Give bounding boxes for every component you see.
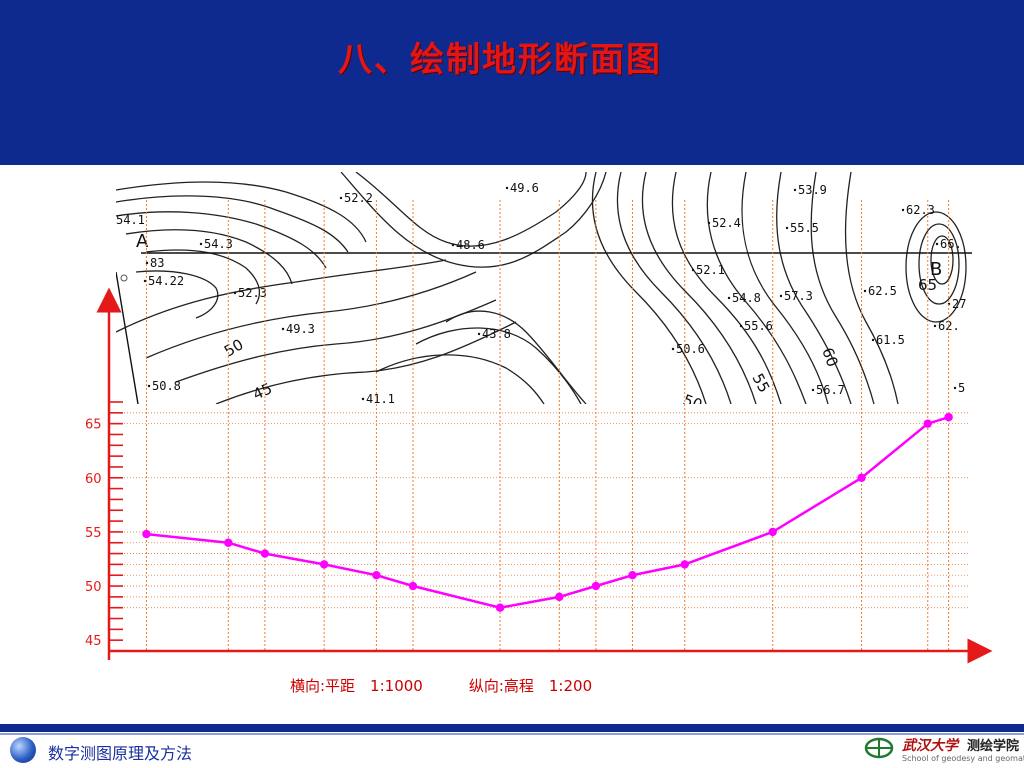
department-name: 测绘学院	[967, 735, 1019, 754]
profile-point	[496, 603, 504, 611]
horizontal-scale: 横向:平距 1:1000	[290, 677, 423, 695]
profile-line	[147, 417, 949, 608]
school-english-name: School of geodesy and geomatics	[902, 754, 1024, 763]
y-tick-label: 50	[85, 580, 102, 595]
profile-point	[628, 571, 636, 579]
school-logo: 武汉大学 测绘学院 School of geodesy and geomatic…	[864, 734, 1020, 766]
profile-point	[261, 549, 269, 557]
profile-point	[224, 539, 232, 547]
y-tick-label: 45	[85, 634, 102, 649]
y-tick-label: 55	[85, 526, 102, 541]
profile-point	[769, 528, 777, 536]
profile-point	[372, 571, 380, 579]
profile-point	[592, 582, 600, 590]
profile-point	[944, 413, 952, 421]
profile-point	[409, 582, 417, 590]
school-name: 武汉大学	[902, 735, 958, 755]
profile-point	[555, 593, 563, 601]
profile-point	[681, 560, 689, 568]
profile-chart: 45 50 55 60 65	[0, 0, 1024, 700]
y-tick-label: 65	[85, 418, 102, 433]
course-name: 数字测图原理及方法	[48, 740, 192, 764]
y-tick-label: 60	[85, 472, 102, 487]
profile-point	[320, 560, 328, 568]
footer-bar	[0, 724, 1024, 732]
profile-point	[142, 530, 150, 538]
scale-note: 横向:平距 1:1000 纵向:高程 1:200	[290, 675, 638, 696]
profile-point	[857, 474, 865, 482]
globe-icon	[10, 737, 36, 763]
vertical-scale: 纵向:高程 1:200	[469, 677, 592, 695]
geodesy-logo-icon	[864, 737, 894, 759]
profile-point	[924, 419, 932, 427]
